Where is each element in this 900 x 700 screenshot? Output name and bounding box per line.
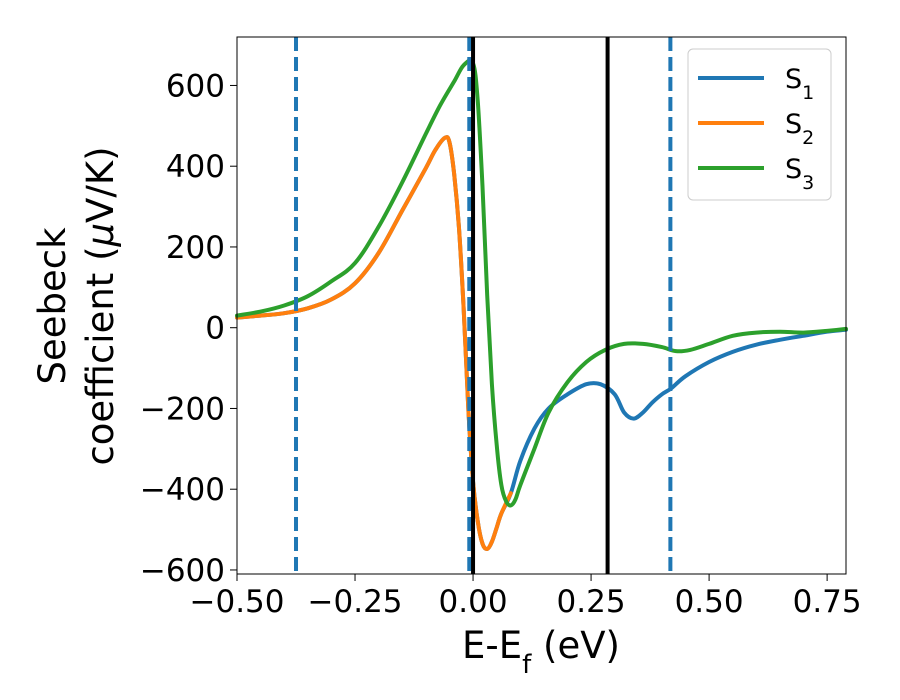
- legend-label-s1: S1: [785, 64, 814, 104]
- x-ticks: −0.50 −0.25 0.00 0.25 0.50 0.75: [190, 574, 862, 620]
- y-tick-label: −200: [140, 391, 225, 427]
- series-line-s2: [235, 135, 513, 552]
- y-tick-label: 600: [166, 68, 225, 104]
- series-line-s3: [235, 58, 848, 508]
- x-axis-title: E-Ef (eV): [462, 624, 620, 680]
- legend-label-s3: S3: [785, 154, 814, 194]
- x-tick-label: 0.25: [557, 584, 626, 620]
- y-ticks: −600 −400 −200 0 200 400 600: [140, 68, 237, 589]
- y-tick-label: −400: [140, 472, 225, 508]
- x-tick-label: 0.00: [439, 584, 508, 620]
- plot-frame: [236, 36, 847, 575]
- x-tick-label: −0.50: [190, 584, 285, 620]
- y-axis-title-line1: Seebeck: [31, 227, 74, 385]
- legend: S1 S2 S3: [687, 48, 832, 201]
- y-axis-title-line2: coefficient (μV/K): [79, 146, 122, 465]
- vlines-layer: [294, 37, 673, 574]
- y-axis-title: Seebeck coefficient (μV/K): [31, 146, 122, 465]
- y-tick-label: 200: [166, 230, 225, 266]
- series-layer: [235, 58, 848, 552]
- x-tick-label: −0.25: [308, 584, 403, 620]
- y-tick-label: −600: [140, 553, 225, 589]
- x-tick-label: 0.75: [793, 584, 862, 620]
- y-tick-label: 0: [205, 311, 225, 347]
- x-tick-label: 0.50: [675, 584, 744, 620]
- legend-label-s2: S2: [785, 109, 814, 149]
- y-tick-label: 400: [166, 149, 225, 185]
